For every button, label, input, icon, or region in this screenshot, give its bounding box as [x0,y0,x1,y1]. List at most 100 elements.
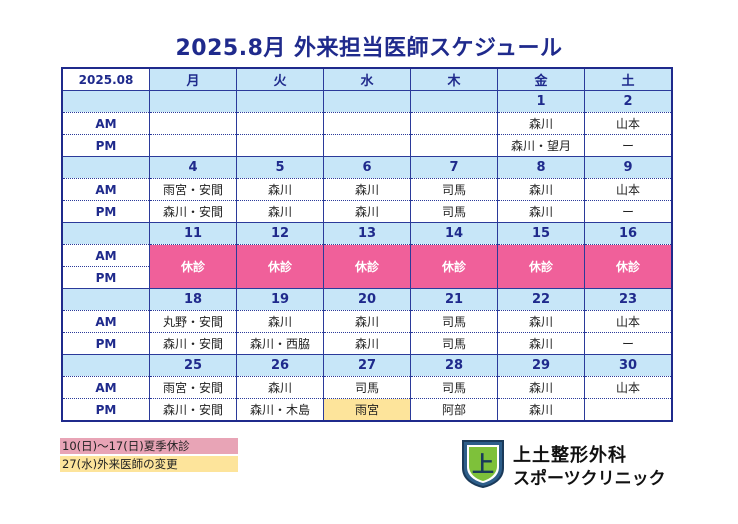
am-doctor-cell [410,112,498,135]
closed-cell: 休診 [323,244,411,289]
am-label: AM [61,376,150,399]
date-cell: 14 [410,222,498,245]
clinic-subname: スポーツクリニック [513,469,666,489]
pm-doctor-cell [584,398,673,422]
pm-doctor-cell [323,134,411,157]
closed-cell: 休診 [236,244,324,289]
clinic-shield-icon: 上 [462,440,504,488]
date-cell: 6 [323,156,411,179]
am-row: AM 丸野・安間 森川 森川 司馬 森川 山本 [61,310,673,333]
am-doctor-cell: 森川 [236,310,324,333]
date-row: 25 26 27 28 29 30 [61,354,673,377]
date-cell: 18 [149,288,237,311]
pm-doctor-cell: 森川・望月 [497,134,585,157]
am-doctor-cell: 山本 [584,178,673,201]
date-row: 11 12 13 14 15 16 [61,222,673,245]
date-cell: 12 [236,222,324,245]
weekday-header-row: 2025.08 月火水木金土 [61,67,673,91]
date-cell: 25 [149,354,237,377]
weekday-header: 土 [584,67,673,91]
page-title: 2025.8月 外来担当医師スケジュール [175,36,563,61]
date-cell: 2 [584,90,673,113]
date-cell: 21 [410,288,498,311]
am-doctor-cell: 森川 [323,310,411,333]
am-doctor-cell: 雨宮・安間 [149,178,237,201]
closed-cell: 休診 [149,244,237,289]
logo-mark-char: 上 [472,453,494,478]
date-cell: 5 [236,156,324,179]
pm-label: PM [61,266,150,289]
weekday-header: 火 [236,67,324,91]
pm-doctor-cell: 阿部 [410,398,498,422]
pm-doctor-cell: 森川 [497,398,585,422]
am-doctor-cell: 森川 [236,376,324,399]
pm-doctor-cell: 森川・安間 [149,200,237,223]
am-doctor-cell: 山本 [584,112,673,135]
date-cell: 30 [584,354,673,377]
pm-doctor-cell: 雨宮 [323,398,411,422]
am-label: AM [61,244,150,267]
pm-doctor-cell: 森川・安間 [149,398,237,422]
am-doctor-cell: 司馬 [323,376,411,399]
date-cell: 19 [236,288,324,311]
date-cell: 13 [323,222,411,245]
closed-cell: 休診 [497,244,585,289]
am-label: AM [61,112,150,135]
date-cell: 4 [149,156,237,179]
date-cell [410,90,498,113]
am-doctor-cell: 司馬 [410,310,498,333]
weekday-header: 水 [323,67,411,91]
am-doctor-cell [149,112,237,135]
date-cell: 26 [236,354,324,377]
pm-doctor-cell: ー [584,200,673,223]
pm-row: PM 森川・望月ー [61,134,673,157]
pm-doctor-cell: 森川 [497,200,585,223]
pm-doctor-cell [410,134,498,157]
am-row: AM 森川 山本 [61,112,673,135]
am-doctor-cell: 森川 [497,376,585,399]
am-row: AM 雨宮・安間 森川 司馬 司馬 森川 山本 [61,376,673,399]
date-cell: 15 [497,222,585,245]
pm-doctor-cell: ー [584,332,673,355]
closed-cell: 休診 [584,244,673,289]
date-row-label [61,222,150,245]
am-doctor-cell: 森川 [497,178,585,201]
date-cell [323,90,411,113]
am-row: AM 雨宮・安間 森川 森川 司馬 森川 山本 [61,178,673,201]
month-label: 2025.08 [61,67,150,91]
am-label: AM [61,178,150,201]
am-doctor-cell: 森川 [323,178,411,201]
pm-doctor-cell [149,134,237,157]
am-doctor-cell: 山本 [584,376,673,399]
date-cell: 27 [323,354,411,377]
pm-doctor-cell: 司馬 [410,200,498,223]
date-cell: 22 [497,288,585,311]
date-row: 18 19 20 21 22 23 [61,288,673,311]
pm-doctor-cell: 司馬 [410,332,498,355]
date-cell: 1 [497,90,585,113]
pm-doctor-cell [236,134,324,157]
date-row-label [61,288,150,311]
date-cell: 7 [410,156,498,179]
am-doctor-cell: 森川 [236,178,324,201]
am-doctor-cell: 山本 [584,310,673,333]
weekday-header: 木 [410,67,498,91]
schedule-table: 2025.08 月火水木金土 1 2 AM 森川 山本 PM 森川・望月ー 4 5 6 7 8 9 AM 雨宮・… [61,67,673,422]
pm-row: PM 森川・安間 森川・西脇 森川 司馬 森川ー [61,332,673,355]
date-cell [236,90,324,113]
am-doctor-cell: 森川 [497,310,585,333]
clinic-name: 上土整形外科 [513,445,627,466]
date-row-label [61,156,150,179]
am-doctor-cell: 森川 [497,112,585,135]
pm-label: PM [61,398,150,422]
date-cell: 28 [410,354,498,377]
date-cell: 9 [584,156,673,179]
closed-cell: 休診 [410,244,498,289]
date-cell: 20 [323,288,411,311]
am-doctor-cell: 司馬 [410,178,498,201]
clinic-logo: 上 上土整形外科 スポーツクリニック [459,438,669,489]
pm-row: PM 森川・安間 森川・木島 雨宮 阿部 森川 [61,398,673,422]
pm-doctor-cell: ー [584,134,673,157]
am-doctor-cell [323,112,411,135]
weekday-header: 金 [497,67,585,91]
